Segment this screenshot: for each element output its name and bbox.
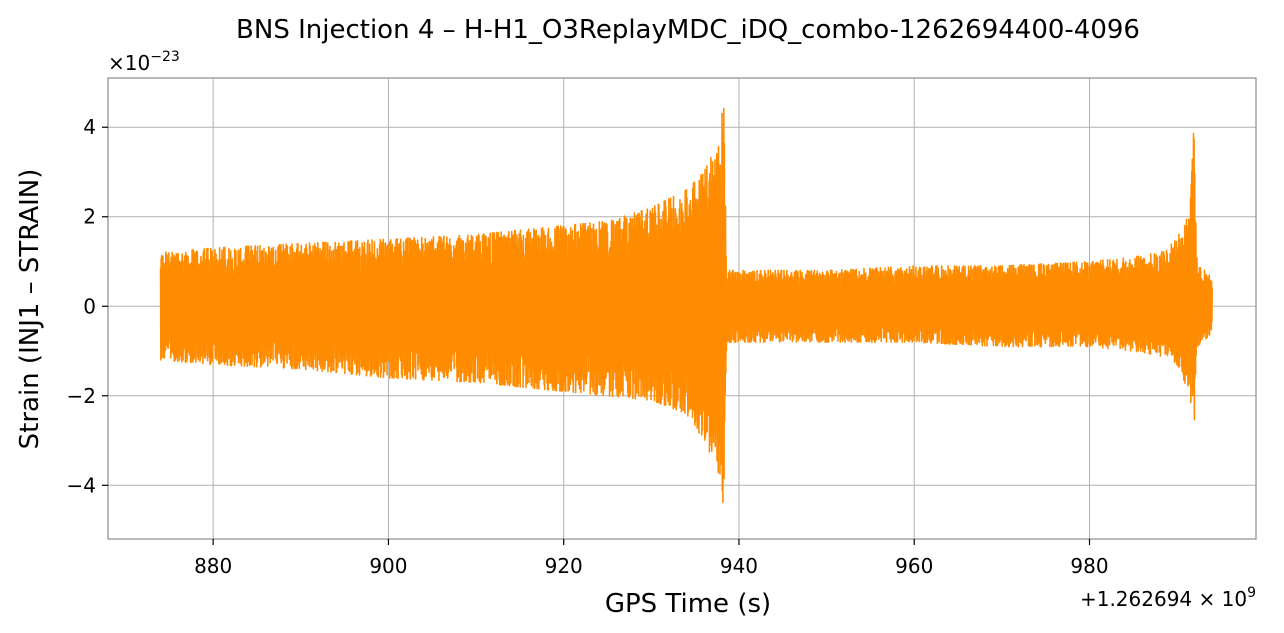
y-tick-label: −2 <box>67 384 96 408</box>
chart-title: BNS Injection 4 – H-H1_O3ReplayMDC_iDQ_c… <box>236 15 1140 45</box>
x-offset-exponent: 9 <box>1247 585 1256 601</box>
x-tick-label: 980 <box>1070 554 1108 578</box>
x-offset-label: +1.262694 × 109 <box>1080 585 1256 611</box>
x-axis: 880 900 920 940 960 980 <box>194 539 1109 578</box>
y-tick-label: −4 <box>67 473 96 497</box>
y-scale-base: ×10 <box>108 51 150 75</box>
strain-series-line <box>159 107 1213 503</box>
svg-text:×10−23: ×10−23 <box>108 49 180 75</box>
y-axis-label: Strain (INJ1 – STRAIN) <box>15 169 45 450</box>
y-tick-label: 4 <box>83 115 96 139</box>
x-tick-label: 940 <box>720 554 758 578</box>
y-tick-label: 0 <box>83 294 96 318</box>
series-layer <box>159 107 1213 503</box>
x-offset-base: +1.262694 × 10 <box>1080 587 1247 611</box>
plot-frame <box>107 77 1257 540</box>
x-axis-label: GPS Time (s) <box>605 589 771 619</box>
x-tick-label: 960 <box>895 554 933 578</box>
y-axis: 4 2 0 −2 −4 <box>67 115 108 497</box>
x-tick-label: 900 <box>369 554 407 578</box>
x-tick-label: 880 <box>194 554 232 578</box>
x-tick-label: 920 <box>545 554 583 578</box>
y-scale-exponent: −23 <box>150 49 180 65</box>
y-scale-label: ×10−23 <box>108 49 180 75</box>
y-tick-label: 2 <box>83 205 96 229</box>
